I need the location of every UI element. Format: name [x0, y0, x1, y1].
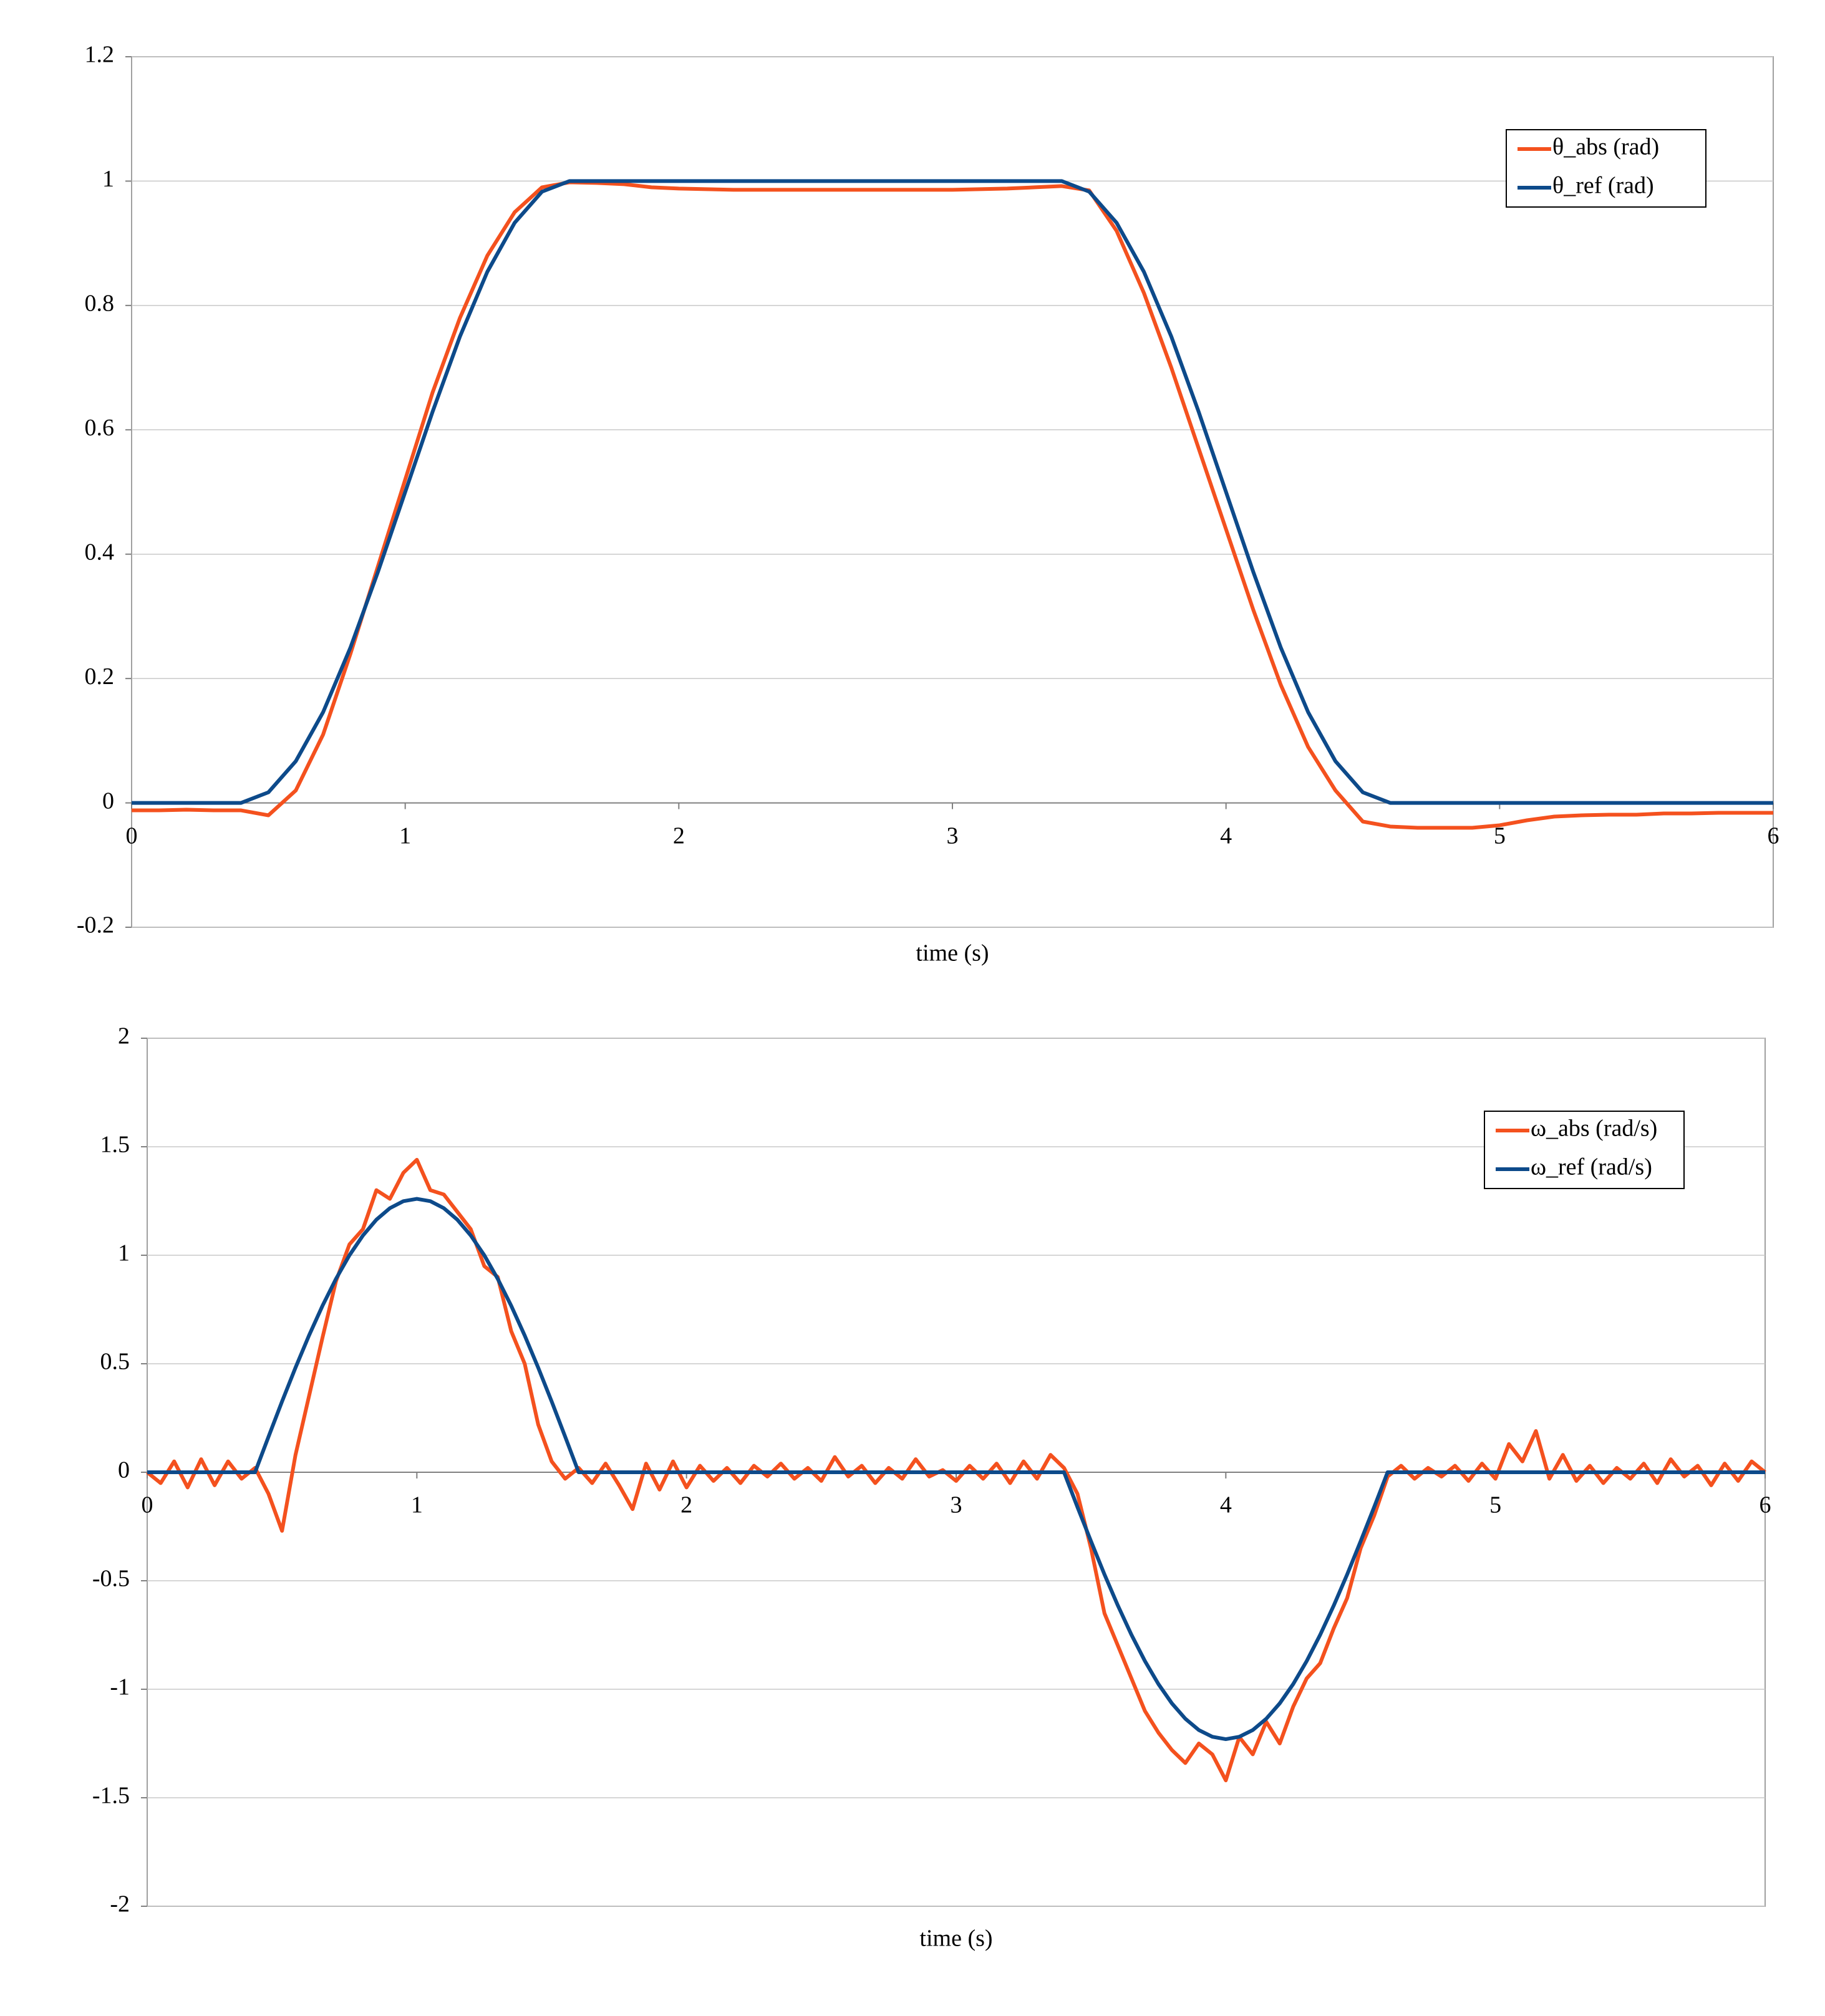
x-tick-label: 2	[673, 822, 685, 849]
data-line	[132, 179, 1773, 805]
x-tick-label: 4	[1220, 822, 1232, 849]
chart: -0.2 0 0.2 0.4 0.6 0.8 1 1.2 0 1 2 3 4 5 6 time (s) θ_ab…	[77, 42, 1779, 967]
y-tick-label: -2	[110, 1891, 130, 1917]
x-axis-label: time (s)	[916, 940, 989, 967]
y-tick-label: 0	[118, 1457, 130, 1483]
legend: ω_abs (rad/s) ω_ref (rad/s)	[1484, 1111, 1685, 1189]
y-tick-label: 0.2	[85, 663, 115, 690]
y-tick-label: 2	[118, 1023, 130, 1049]
x-tick-label: 1	[399, 822, 411, 849]
y-tick-label: -1.5	[92, 1783, 130, 1809]
y-tick-label: 0.5	[100, 1349, 130, 1375]
y-tick-label: 1	[118, 1240, 130, 1266]
y-tick-label: -1	[110, 1674, 130, 1700]
legend-label: θ_abs (rad)	[1552, 134, 1659, 160]
legend-label: θ_ref (rad)	[1552, 173, 1654, 199]
x-tick-label: 3	[947, 822, 959, 849]
x-tick-label: 6	[1760, 1492, 1771, 1518]
y-tick-label: 0	[102, 788, 114, 814]
x-tick-label: 5	[1494, 822, 1506, 849]
x-tick-label: 2	[680, 1492, 692, 1518]
legend-label: ω_abs (rad/s)	[1531, 1116, 1657, 1142]
x-tick-label: 1	[411, 1492, 423, 1518]
y-tick-label: 0.6	[85, 415, 115, 441]
legend: θ_abs (rad) θ_ref (rad)	[1506, 129, 1706, 208]
legend-box	[1484, 1111, 1685, 1189]
y-tick-label: 1	[102, 166, 114, 192]
legend-label: ω_ref (rad/s)	[1531, 1154, 1652, 1180]
x-tick-label: 0	[142, 1492, 153, 1518]
x-tick-label: 3	[951, 1492, 962, 1518]
legend-box	[1506, 129, 1706, 208]
y-tick-label: -0.5	[92, 1566, 130, 1592]
chart: -2 -1.5 -1 -0.5 0 0.5 1 1.5 2 0 1 2 3 4 5 6 time (s) ω_ab…	[92, 1023, 1771, 1952]
x-tick-label: 0	[126, 822, 138, 849]
x-axis-label: time (s)	[919, 1926, 992, 1952]
data-line	[147, 1197, 1765, 1742]
y-tick-label: 0.8	[85, 291, 115, 317]
x-tick-label: 6	[1768, 822, 1779, 849]
x-tick-label: 5	[1489, 1492, 1501, 1518]
y-tick-label: 0.4	[85, 539, 115, 565]
data-line	[132, 180, 1773, 830]
x-tick-label: 4	[1220, 1492, 1232, 1518]
y-tick-label: 1.2	[85, 42, 115, 68]
data-line	[146, 1157, 1766, 1783]
y-tick-label: -0.2	[77, 912, 114, 938]
y-tick-label: 1.5	[100, 1132, 130, 1158]
